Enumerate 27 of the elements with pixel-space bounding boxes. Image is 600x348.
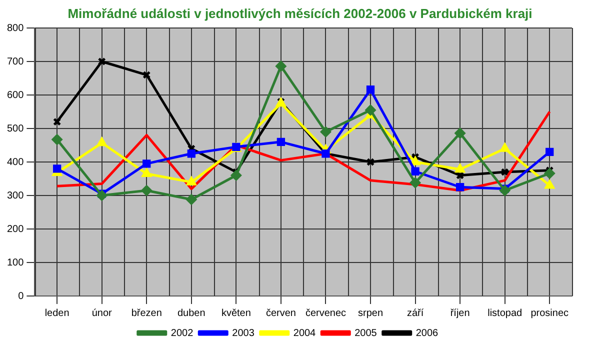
x-tick-label: listopad xyxy=(488,308,522,319)
x-tick-label: říjen xyxy=(450,308,470,319)
x-tick-label: březen xyxy=(131,308,162,319)
legend-label: 2005 xyxy=(354,328,378,339)
y-tick-label: 400 xyxy=(6,156,24,168)
y-tick-label: 600 xyxy=(6,90,24,101)
legend-label: 2003 xyxy=(232,328,255,339)
x-tick-label: duben xyxy=(177,308,206,319)
x-tick-label: červen xyxy=(266,308,296,319)
x-tick-label: květen xyxy=(221,308,251,319)
x-tick-label: srpen xyxy=(358,308,384,319)
legend-label: 2004 xyxy=(293,328,316,339)
y-tick-label: 500 xyxy=(6,123,24,134)
legend-label: 2006 xyxy=(416,328,439,339)
y-tick-label: 100 xyxy=(6,257,24,268)
x-tick-label: září xyxy=(406,308,424,319)
y-tick-label: 300 xyxy=(6,190,24,202)
x-tick-label: červenec xyxy=(305,308,346,319)
y-tick-label: 800 xyxy=(6,22,24,34)
x-tick-label: prosinec xyxy=(530,308,569,319)
y-tick-label: 200 xyxy=(6,224,24,235)
y-tick-label: 700 xyxy=(6,56,24,68)
chart-title: Mimořádné události v jednotlivých měsících 2002-2006 v Pardubickém kraji xyxy=(66,6,534,21)
x-tick-label: únor xyxy=(92,308,113,319)
y-tick-label: 0 xyxy=(18,290,24,302)
x-tick-label: leden xyxy=(44,308,70,319)
legend-label: 2002 xyxy=(170,328,194,339)
